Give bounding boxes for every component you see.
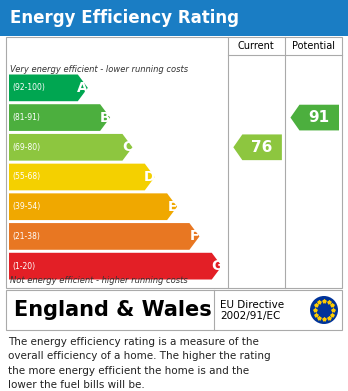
- Polygon shape: [233, 135, 282, 160]
- Polygon shape: [9, 104, 110, 131]
- Polygon shape: [9, 194, 177, 220]
- Text: Not energy efficient - higher running costs: Not energy efficient - higher running co…: [10, 276, 188, 285]
- Text: (81-91): (81-91): [12, 113, 40, 122]
- Text: England & Wales: England & Wales: [14, 300, 212, 320]
- Text: D: D: [144, 170, 156, 184]
- Text: EU Directive: EU Directive: [220, 300, 284, 310]
- Polygon shape: [291, 105, 339, 131]
- Text: Very energy efficient - lower running costs: Very energy efficient - lower running co…: [10, 65, 188, 74]
- Text: Energy Efficiency Rating: Energy Efficiency Rating: [10, 9, 239, 27]
- Text: 2002/91/EC: 2002/91/EC: [220, 311, 281, 321]
- Text: (39-54): (39-54): [12, 202, 40, 211]
- Text: (69-80): (69-80): [12, 143, 40, 152]
- Text: E: E: [167, 200, 177, 214]
- Polygon shape: [9, 75, 88, 101]
- Text: (55-68): (55-68): [12, 172, 40, 181]
- Text: Potential: Potential: [292, 41, 335, 51]
- Text: C: C: [122, 140, 133, 154]
- Text: F: F: [190, 230, 199, 244]
- Text: A: A: [77, 81, 88, 95]
- Text: G: G: [211, 259, 222, 273]
- Polygon shape: [9, 164, 155, 190]
- Polygon shape: [9, 223, 199, 250]
- Text: Current: Current: [238, 41, 275, 51]
- Text: 76: 76: [251, 140, 273, 155]
- Text: The energy efficiency rating is a measure of the
overall efficiency of a home. T: The energy efficiency rating is a measur…: [8, 337, 271, 390]
- Polygon shape: [9, 253, 222, 280]
- Bar: [6, 290, 342, 330]
- Bar: [6, 37, 342, 288]
- Text: B: B: [100, 111, 110, 125]
- Text: (21-38): (21-38): [12, 232, 40, 241]
- Circle shape: [310, 296, 338, 324]
- Text: 91: 91: [309, 110, 330, 125]
- Bar: [0, 0, 348, 36]
- Text: (92-100): (92-100): [12, 83, 45, 92]
- Text: (1-20): (1-20): [12, 262, 35, 271]
- Polygon shape: [9, 134, 133, 161]
